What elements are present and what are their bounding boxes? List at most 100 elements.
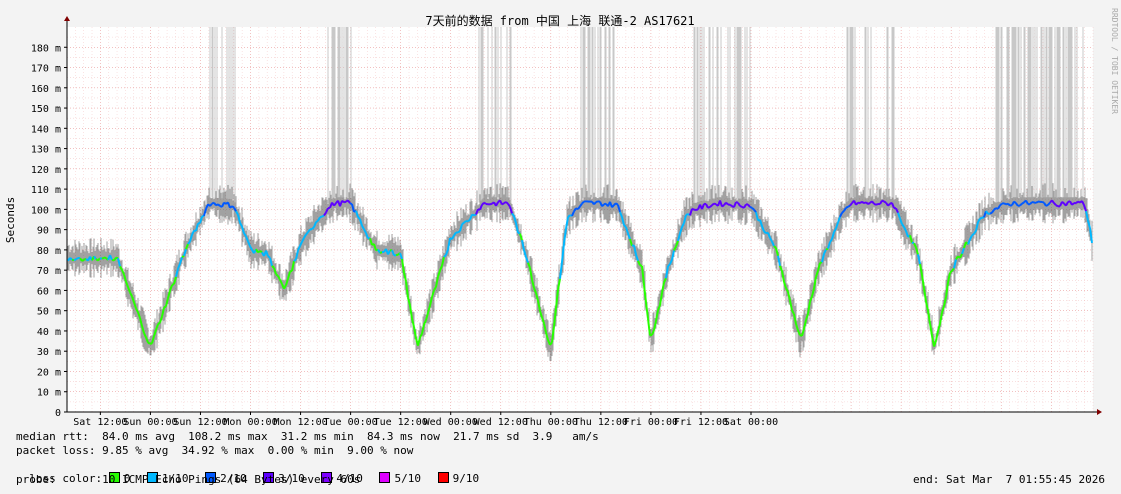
median-segment	[75, 257, 79, 261]
median-segment	[201, 214, 205, 218]
median-segment	[653, 320, 657, 331]
median-segment	[873, 202, 877, 206]
median-segment	[271, 265, 275, 269]
median-segment	[563, 228, 567, 244]
median-segment	[915, 247, 919, 255]
median-segment	[593, 201, 597, 206]
median-segment	[779, 265, 783, 272]
median-segment	[451, 234, 455, 240]
median-segment	[181, 254, 185, 259]
median-segment	[839, 212, 843, 218]
median-segment	[683, 214, 687, 224]
median-segment	[719, 200, 723, 207]
median-segment	[447, 237, 451, 250]
median-segment	[671, 250, 675, 260]
median-segment	[781, 270, 785, 283]
median-segment	[903, 226, 907, 232]
median-segment	[213, 202, 217, 206]
median-segment	[945, 282, 949, 298]
median-segment	[673, 246, 677, 251]
median-segment	[967, 238, 971, 245]
median-segment	[489, 202, 493, 206]
median-segment	[655, 310, 659, 322]
median-segment	[423, 319, 427, 325]
median-segment	[807, 301, 811, 314]
median-segment	[111, 258, 115, 262]
median-segment	[861, 200, 865, 205]
loss-legend-item: 4/10	[315, 472, 363, 485]
x-tick-label: Tue 00:00	[324, 417, 378, 428]
median-segment	[531, 279, 535, 289]
median-segment	[1029, 201, 1033, 205]
y-axis-label: Seconds	[4, 197, 17, 243]
median-segment	[341, 199, 345, 204]
median-segment	[929, 323, 933, 337]
median-segment	[775, 247, 779, 257]
median-segment	[163, 305, 167, 309]
loss-legend-label: 5/10	[394, 472, 421, 485]
median-segment	[1055, 204, 1059, 208]
median-segment	[575, 207, 579, 211]
median-segment	[595, 200, 599, 203]
median-segment	[867, 202, 871, 205]
median-segment	[297, 245, 301, 251]
median-segment	[865, 201, 869, 205]
median-segment	[435, 276, 439, 288]
y-tick-label: 100 m	[31, 205, 61, 216]
median-segment	[1035, 200, 1039, 204]
median-segment	[669, 259, 673, 265]
median-segment	[975, 221, 979, 232]
median-segment	[69, 257, 73, 261]
median-segment	[405, 281, 409, 298]
median-segment	[795, 323, 799, 331]
median-segment	[209, 202, 213, 207]
median-segment	[829, 238, 833, 243]
median-segment	[685, 213, 689, 216]
median-segment	[629, 238, 633, 247]
median-segment	[211, 201, 215, 205]
median-segment	[913, 242, 917, 248]
median-segment	[305, 231, 309, 236]
median-segment	[399, 252, 403, 260]
median-rtt-legend: median rtt: 84.0 ms avg 108.2 ms max 31.…	[16, 430, 599, 443]
median-segment	[1085, 210, 1089, 222]
median-segment	[899, 218, 903, 225]
median-segment	[837, 216, 841, 223]
median-segment	[991, 209, 995, 214]
median-segment	[1021, 201, 1025, 205]
median-segment	[361, 225, 365, 230]
median-segment	[1007, 202, 1011, 207]
median-segment	[483, 201, 487, 205]
median-segment	[985, 210, 989, 215]
median-segment	[577, 205, 581, 210]
y-tick-label: 60 m	[37, 286, 61, 297]
median-segment	[275, 273, 279, 277]
median-segment	[947, 272, 951, 283]
median-segment	[581, 200, 585, 205]
median-segment	[625, 226, 629, 234]
x-tick-label: Wed 12:00	[474, 417, 528, 428]
median-segment	[639, 264, 643, 267]
median-segment	[749, 206, 753, 209]
x-tick-label: Mon 00:00	[223, 417, 277, 428]
median-segment	[771, 241, 775, 247]
median-segment	[437, 270, 441, 277]
median-segment	[203, 208, 207, 217]
median-segment	[557, 278, 561, 290]
median-segment	[509, 206, 513, 214]
median-segment	[291, 260, 295, 272]
median-segment	[293, 258, 297, 262]
median-segment	[365, 232, 369, 239]
median-segment	[871, 200, 875, 205]
median-segment	[443, 254, 447, 258]
x-tick-label: Fri 12:00	[674, 417, 728, 428]
median-segment	[283, 284, 287, 290]
median-segment	[665, 266, 669, 279]
median-segment	[355, 210, 359, 218]
median-segment	[763, 230, 767, 235]
median-segment	[767, 232, 771, 239]
median-segment	[677, 233, 681, 242]
median-segment	[603, 202, 607, 206]
median-segment	[413, 326, 417, 339]
y-tick-label: 90 m	[37, 226, 61, 237]
